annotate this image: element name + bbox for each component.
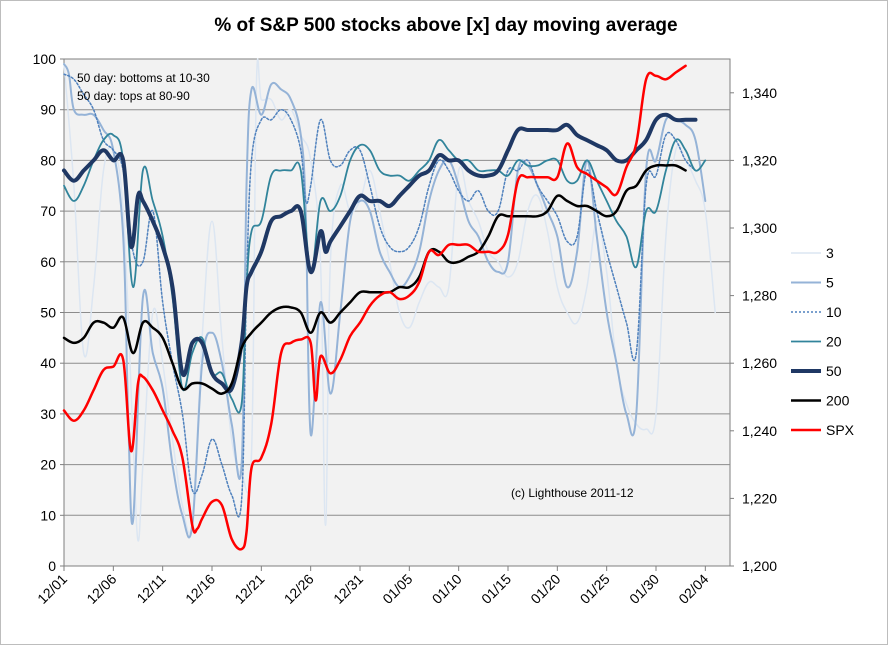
right-tick-label: 1,320 — [742, 152, 777, 168]
legend-label-5: 5 — [826, 275, 834, 291]
right-tick-label: 1,200 — [742, 558, 777, 574]
right-tick-label: 1,300 — [742, 220, 777, 236]
left-tick-label: 90 — [40, 102, 56, 118]
right-tick-label: 1,240 — [742, 423, 777, 439]
left-axis: 0 10 20 30 40 50 60 70 80 90 100 — [33, 51, 64, 574]
legend-label-3: 3 — [826, 245, 834, 261]
x-tick-label: 02/04 — [675, 571, 711, 607]
left-tick-label: 80 — [40, 152, 56, 168]
legend-label-50: 50 — [826, 363, 842, 379]
left-tick-label: 100 — [33, 51, 57, 67]
legend-label-20: 20 — [826, 334, 842, 350]
series-line-3 — [63, 58, 716, 542]
right-axis: 1,200 1,220 1,240 1,260 1,280 1,300 1,320 1,340 — [730, 85, 777, 574]
right-tick-label: 1,340 — [742, 85, 777, 101]
right-tick-label: 1,260 — [742, 355, 777, 371]
x-tick-label: 01/20 — [527, 571, 563, 607]
legend-label-spx: SPX — [826, 422, 855, 438]
x-tick-label: 12/11 — [133, 571, 169, 607]
annotation-tops: 50 day: tops at 80-90 — [77, 89, 190, 103]
annotation-copyright: (c) Lighthouse 2011-12 — [511, 486, 634, 500]
right-tick-label: 1,280 — [742, 288, 777, 304]
legend-label-10: 10 — [826, 304, 842, 320]
chart-title: % of S&P 500 stocks above [x] day moving… — [214, 15, 678, 36]
x-tick-label: 12/21 — [231, 571, 267, 607]
x-tick-label: 01/05 — [379, 571, 415, 607]
legend-label-200: 200 — [826, 393, 850, 409]
x-tick-label: 12/01 — [34, 571, 70, 607]
series-line-5 — [63, 63, 707, 539]
x-tick-label: 01/15 — [478, 571, 514, 607]
left-tick-label: 60 — [40, 254, 56, 270]
left-tick-label: 10 — [40, 507, 56, 523]
legend: 3 5 10 20 50 200 SPX — [791, 245, 855, 438]
left-tick-label: 20 — [40, 457, 56, 473]
x-tick-label: 12/31 — [330, 571, 366, 607]
series-line-50 — [62, 112, 698, 394]
x-tick-label: 01/10 — [429, 571, 465, 607]
left-tick-label: 70 — [40, 203, 56, 219]
right-tick-label: 1,220 — [742, 490, 777, 506]
x-tick-label: 12/16 — [182, 571, 218, 607]
x-tick-label: 12/26 — [281, 571, 317, 607]
x-axis: 12/01 12/06 12/11 12/16 12/21 12/26 12/31 01/05… — [34, 566, 712, 607]
series-line-spx — [62, 64, 687, 551]
left-tick-label: 50 — [40, 305, 56, 321]
series-lines — [62, 58, 716, 551]
left-tick-label: 40 — [40, 355, 56, 371]
annotation-bottoms: 50 day: bottoms at 10-30 — [77, 71, 210, 85]
left-tick-label: 0 — [48, 558, 56, 574]
x-tick-label: 01/30 — [626, 571, 662, 607]
x-tick-label: 12/06 — [83, 571, 119, 607]
left-tick-label: 30 — [40, 406, 56, 422]
series-line-200 — [62, 163, 687, 395]
x-tick-label: 01/25 — [577, 571, 613, 607]
